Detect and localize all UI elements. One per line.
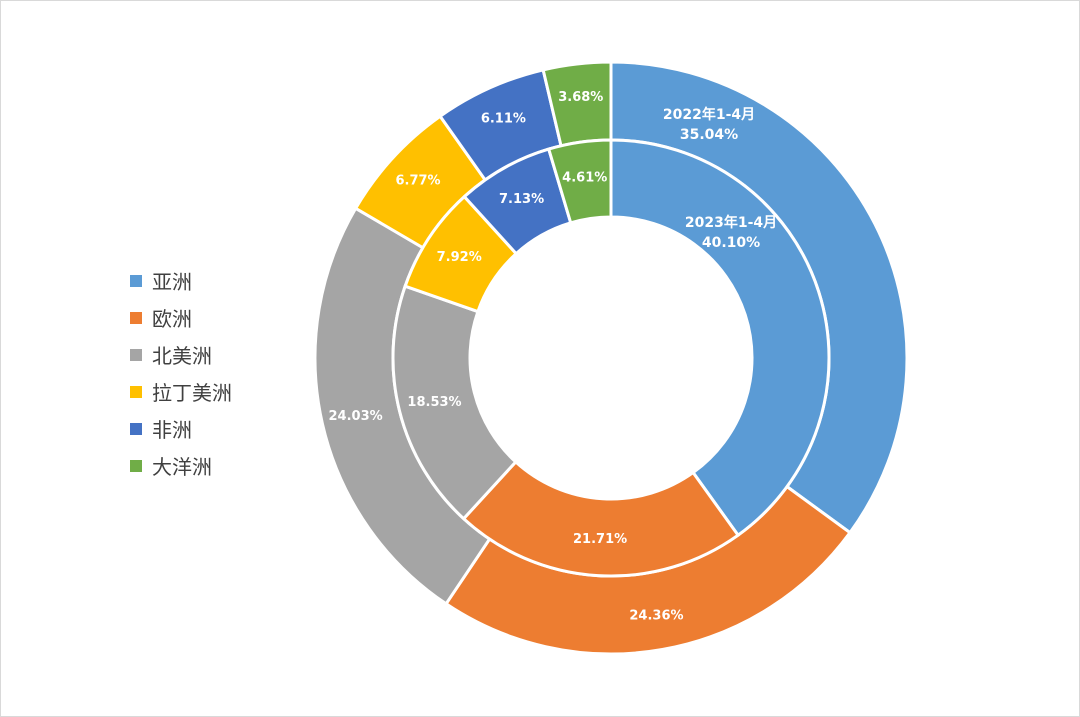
outer-label-asia: 35.04% (680, 127, 738, 143)
legend-item-oceania: 大洋洲 (130, 447, 232, 484)
inner-label-north-america: 18.53% (407, 395, 461, 410)
inner-slice-oceania (546, 138, 613, 225)
outer-label-oceania: 3.68% (558, 90, 603, 105)
legend-label-africa: 非洲 (152, 418, 192, 442)
outer-label-europe: 24.36% (629, 609, 683, 624)
legend-item-north-america: 北美洲 (130, 336, 232, 373)
legend-item-asia: 亚洲 (130, 262, 232, 299)
legend-swatch-europe (130, 311, 142, 324)
inner-label-africa: 7.13% (499, 192, 544, 207)
legend-label-north-america: 北美洲 (152, 344, 212, 368)
legend-item-europe: 欧洲 (130, 299, 232, 336)
legend-swatch-oceania (130, 459, 142, 472)
legend-label-oceania: 大洋洲 (152, 455, 212, 479)
legend-swatch-africa (130, 422, 142, 435)
legend-item-africa: 非洲 (130, 410, 232, 447)
data-labels: 2022年1-4月 35.04% 24.36% 24.03% 6.77% 6.11% 3.6… (329, 90, 778, 623)
inner-series-name-label: 2023年1-4月 (685, 214, 777, 231)
outer-label-latin-america: 6.77% (395, 173, 440, 188)
inner-slice-europe (461, 459, 741, 578)
inner-label-oceania: 4.61% (562, 170, 607, 185)
legend-swatch-north-america (130, 348, 142, 361)
outer-series-name-label: 2022年1-4月 (663, 106, 755, 123)
legend: 亚洲欧洲北美洲拉丁美洲非洲大洋洲 (130, 262, 232, 484)
legend-label-europe: 欧洲 (152, 307, 192, 331)
outer-label-north-america: 24.03% (329, 409, 383, 424)
legend-swatch-asia (130, 274, 142, 287)
inner-ring (391, 138, 831, 578)
outer-label-africa: 6.11% (481, 112, 526, 127)
inner-label-latin-america: 7.92% (437, 250, 482, 265)
legend-swatch-latin-america (130, 385, 142, 398)
legend-label-asia: 亚洲 (152, 270, 192, 294)
legend-item-latin-america: 拉丁美洲 (130, 373, 232, 410)
legend-label-latin-america: 拉丁美洲 (152, 381, 232, 405)
inner-label-asia: 40.10% (702, 235, 760, 251)
inner-slice-asia (609, 138, 831, 538)
inner-label-europe: 21.71% (573, 532, 627, 547)
